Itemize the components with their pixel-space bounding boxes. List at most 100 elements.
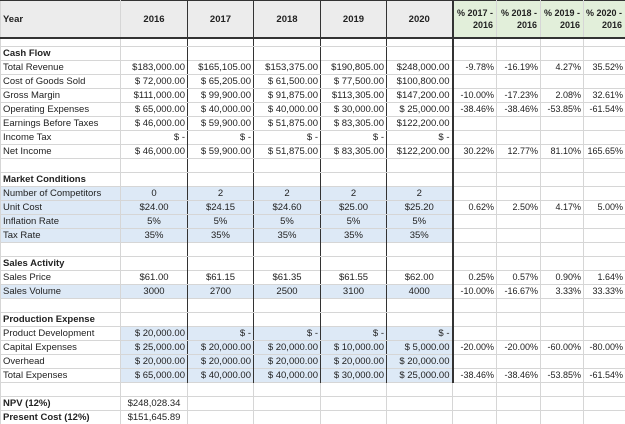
value-cell[interactable]: [187, 410, 254, 424]
value-cell[interactable]: [187, 396, 254, 411]
pct-change-cell[interactable]: [451, 46, 497, 61]
value-cell[interactable]: [320, 312, 387, 327]
value-cell[interactable]: [386, 256, 453, 271]
value-cell[interactable]: 2700: [187, 284, 254, 299]
pct-change-cell[interactable]: [540, 298, 584, 313]
row-label[interactable]: Sales Activity: [0, 256, 121, 271]
header-pct[interactable]: % 2018 - 2016: [496, 0, 541, 39]
value-cell[interactable]: [120, 298, 188, 313]
pct-change-cell[interactable]: -38.46%: [496, 102, 541, 117]
value-cell[interactable]: [253, 172, 321, 187]
value-cell[interactable]: [253, 242, 321, 257]
pct-change-cell[interactable]: [451, 130, 497, 145]
value-cell[interactable]: 35%: [253, 228, 321, 243]
value-cell[interactable]: [253, 382, 321, 397]
pct-change-cell[interactable]: [496, 186, 541, 201]
pct-change-cell[interactable]: [451, 158, 497, 173]
pct-change-cell[interactable]: [583, 130, 625, 145]
pct-change-cell[interactable]: [583, 242, 625, 257]
pct-change-cell[interactable]: [452, 396, 497, 411]
value-cell[interactable]: 4000: [386, 284, 453, 299]
row-label[interactable]: Number of Competitors: [0, 186, 121, 201]
value-cell[interactable]: 5%: [253, 214, 321, 229]
value-cell[interactable]: $ 40,000.00: [253, 368, 321, 383]
value-cell[interactable]: [320, 382, 387, 397]
pct-change-cell[interactable]: [496, 242, 541, 257]
value-cell[interactable]: $ 30,000.00: [320, 368, 387, 383]
pct-change-cell[interactable]: [451, 37, 497, 47]
value-cell[interactable]: 2: [386, 186, 453, 201]
value-cell[interactable]: 35%: [120, 228, 188, 243]
value-cell[interactable]: $ 59,900.00: [187, 144, 254, 159]
pct-change-cell[interactable]: [451, 228, 497, 243]
pct-change-cell[interactable]: -60.00%: [540, 340, 584, 355]
value-cell[interactable]: [187, 256, 254, 271]
value-cell[interactable]: $ 30,000.00: [320, 102, 387, 117]
value-cell[interactable]: $ 20,000.00: [120, 354, 188, 369]
pct-change-cell[interactable]: [452, 382, 497, 397]
pct-change-cell[interactable]: [496, 382, 541, 397]
pct-change-cell[interactable]: [583, 214, 625, 229]
pct-change-cell[interactable]: [540, 228, 584, 243]
value-cell[interactable]: $24.00: [120, 200, 188, 215]
pct-change-cell[interactable]: 32.61%: [583, 88, 625, 103]
value-cell[interactable]: [320, 37, 387, 47]
value-cell[interactable]: $ 10,000.00: [320, 340, 387, 355]
pct-change-cell[interactable]: -53.85%: [540, 368, 584, 383]
value-cell[interactable]: [386, 396, 453, 411]
value-cell[interactable]: $ 5,000.00: [386, 340, 453, 355]
row-label[interactable]: [0, 37, 121, 47]
pct-change-cell[interactable]: [583, 354, 625, 369]
value-cell[interactable]: $25.20: [386, 200, 453, 215]
value-cell[interactable]: [320, 172, 387, 187]
pct-change-cell[interactable]: [496, 256, 541, 271]
header-year[interactable]: 2017: [187, 0, 254, 39]
pct-change-cell[interactable]: -16.67%: [496, 284, 541, 299]
value-cell[interactable]: $ 20,000.00: [187, 354, 254, 369]
pct-change-cell[interactable]: -38.46%: [451, 102, 497, 117]
value-cell[interactable]: $ 20,000.00: [386, 354, 453, 369]
value-cell[interactable]: $ 46,000.00: [120, 144, 188, 159]
value-cell[interactable]: $153,375.00: [253, 60, 321, 75]
value-cell[interactable]: $151,645.89: [120, 410, 188, 424]
value-cell[interactable]: [120, 172, 188, 187]
pct-change-cell[interactable]: [583, 37, 625, 47]
pct-change-cell[interactable]: 0.57%: [496, 270, 541, 285]
pct-change-cell[interactable]: [496, 298, 541, 313]
pct-change-cell[interactable]: [583, 74, 625, 89]
row-label[interactable]: Net Income: [0, 144, 121, 159]
pct-change-cell[interactable]: [451, 298, 497, 313]
pct-change-cell[interactable]: 4.17%: [540, 200, 584, 215]
value-cell[interactable]: $ 77,500.00: [320, 74, 387, 89]
header-year[interactable]: 2018: [253, 0, 321, 39]
value-cell[interactable]: $ 83,305.00: [320, 144, 387, 159]
pct-change-cell[interactable]: 12.77%: [496, 144, 541, 159]
row-label[interactable]: Total Revenue: [0, 60, 121, 75]
value-cell[interactable]: $ 65,000.00: [120, 102, 188, 117]
header-year[interactable]: 2016: [120, 0, 188, 39]
value-cell[interactable]: [320, 158, 387, 173]
value-cell[interactable]: $61.00: [120, 270, 188, 285]
value-cell[interactable]: 3000: [120, 284, 188, 299]
pct-change-cell[interactable]: [540, 326, 584, 341]
row-label[interactable]: Overhead: [0, 354, 121, 369]
pct-change-cell[interactable]: [451, 256, 497, 271]
value-cell[interactable]: $61.55: [320, 270, 387, 285]
pct-change-cell[interactable]: 0.25%: [451, 270, 497, 285]
pct-change-cell[interactable]: 2.08%: [540, 88, 584, 103]
pct-change-cell[interactable]: [496, 326, 541, 341]
value-cell[interactable]: $111,000.00: [120, 88, 188, 103]
row-label[interactable]: Sales Price: [0, 270, 121, 285]
value-cell[interactable]: [187, 172, 254, 187]
pct-change-cell[interactable]: [583, 382, 625, 397]
value-cell[interactable]: $ -: [386, 130, 453, 145]
value-cell[interactable]: [320, 396, 387, 411]
row-label[interactable]: Earnings Before Taxes: [0, 116, 121, 131]
pct-change-cell[interactable]: [540, 396, 584, 411]
pct-change-cell[interactable]: -53.85%: [540, 102, 584, 117]
value-cell[interactable]: $ -: [386, 326, 453, 341]
pct-change-cell[interactable]: -16.19%: [496, 60, 541, 75]
value-cell[interactable]: [120, 256, 188, 271]
row-label[interactable]: Tax Rate: [0, 228, 121, 243]
pct-change-cell[interactable]: 4.27%: [540, 60, 584, 75]
